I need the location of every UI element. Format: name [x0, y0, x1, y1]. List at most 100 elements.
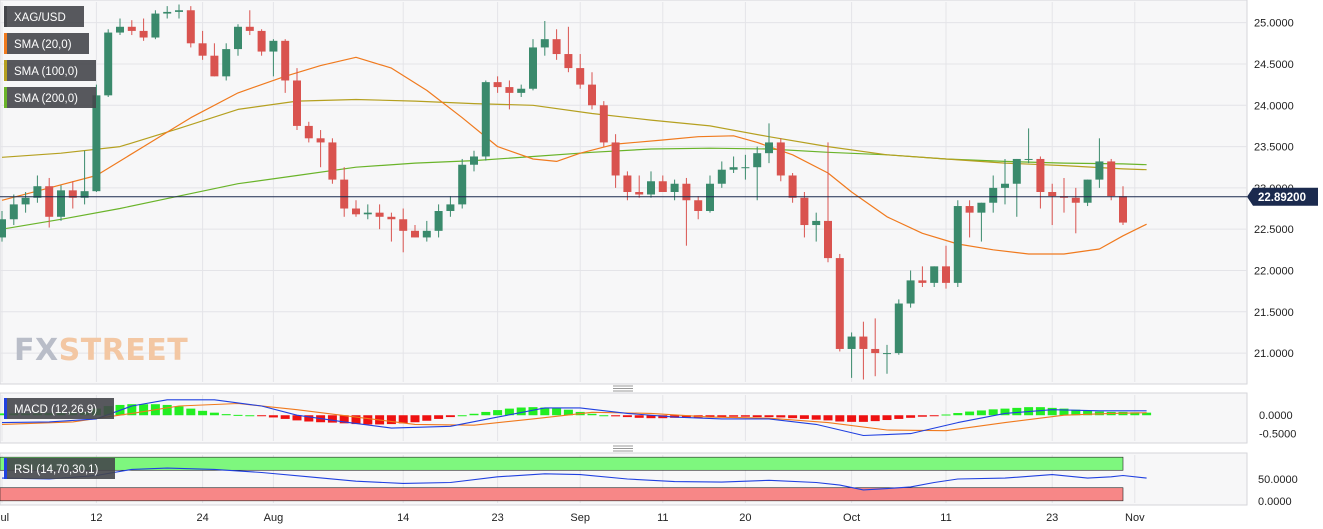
candle-body — [1048, 192, 1057, 197]
macd-histogram-bar — [670, 415, 680, 418]
candle-body — [918, 280, 927, 283]
price-y-tick: 25.0000 — [1254, 18, 1294, 30]
legend-sma200[interactable]: SMA (200,0) — [4, 87, 96, 108]
rsi-panel-resize-handle[interactable] — [613, 445, 633, 452]
candle-body — [965, 206, 974, 213]
macd-histogram-bar — [776, 415, 786, 418]
x-tick: 12 — [90, 512, 102, 524]
x-tick: Jul — [0, 512, 9, 524]
macd-histogram-bar — [929, 415, 939, 417]
candle-body — [269, 40, 278, 52]
watermark-fx: FX — [14, 333, 59, 368]
macd-histogram-bar — [434, 415, 444, 419]
date-x-axis: Jul 12 24 Aug 14 23 Sep 11 20 Oct 11 23 Nov — [0, 512, 1145, 524]
candle-body — [434, 211, 443, 231]
candle-body — [328, 142, 337, 180]
macd-histogram-bar — [717, 415, 727, 418]
candle-body — [198, 43, 207, 56]
legend-sma20[interactable]: SMA (20,0) — [4, 33, 89, 54]
price-grid — [0, 2, 1247, 503]
macd-histogram-bar — [292, 415, 302, 421]
macd-histogram-bar — [245, 415, 255, 417]
candle-body — [57, 190, 65, 217]
candle-body — [529, 47, 537, 89]
candle-body — [1012, 158, 1021, 184]
candle-body — [599, 105, 608, 143]
macd-histogram-bar — [823, 415, 833, 421]
macd-histogram-bar — [917, 415, 927, 417]
macd-histogram-bar — [351, 415, 361, 425]
macd-histogram-bar — [563, 409, 573, 416]
candle-body — [175, 10, 183, 12]
candle-body — [576, 68, 585, 85]
macd-histogram-bar — [528, 407, 538, 416]
macd-histogram-bar — [552, 408, 562, 416]
macd-histogram-bar — [221, 414, 231, 416]
candle-body — [694, 200, 703, 211]
macd-histogram-bar — [469, 413, 479, 416]
candle-body — [812, 220, 821, 226]
x-tick: Aug — [264, 512, 284, 524]
rsi-line — [1, 467, 1147, 491]
candle-body — [411, 230, 419, 238]
candle-body — [116, 26, 124, 33]
candle-body — [564, 54, 573, 69]
candle-body — [1119, 196, 1127, 223]
candle-body — [92, 95, 101, 192]
macd-histogram-bar — [1035, 407, 1045, 416]
macd-histogram-bar — [811, 415, 821, 420]
macd-histogram-bar — [847, 415, 857, 422]
candle-body — [670, 183, 679, 192]
x-tick: 11 — [657, 512, 668, 524]
sma-200-line — [1, 147, 1147, 230]
macd-histogram-bar — [457, 415, 467, 417]
candle-body — [883, 353, 891, 355]
macd-panel-background — [0, 392, 1248, 444]
price-y-tick: 23.5000 — [1254, 142, 1294, 154]
x-tick: Oct — [843, 512, 860, 524]
candle-body — [647, 181, 655, 195]
candle-body — [422, 230, 431, 238]
macd-histogram-bar — [398, 415, 408, 424]
legend-rsi[interactable]: RSI (14,70,30,1) — [4, 458, 115, 479]
candle-body — [1024, 158, 1033, 160]
legend-macd[interactable]: MACD (12,26,9) — [4, 398, 114, 419]
candle-body — [363, 212, 372, 215]
macd-panel-resize-handle[interactable] — [613, 385, 633, 392]
macd-histogram-bar — [198, 410, 208, 416]
macd-histogram-bar — [1142, 412, 1152, 416]
macd-histogram-bar — [941, 414, 951, 416]
candle-body — [1001, 183, 1009, 188]
candle-body — [222, 49, 231, 77]
candle-body — [127, 26, 136, 31]
candle-body — [894, 303, 903, 354]
candle-body — [399, 219, 408, 231]
candle-body — [470, 156, 478, 165]
macd-histogram-bar — [729, 415, 739, 417]
macd-histogram-bar — [493, 410, 503, 416]
candle-body — [281, 40, 290, 81]
macd-histogram-bar — [858, 415, 868, 422]
sma-200-path — [1, 147, 1147, 230]
candle-body — [1071, 197, 1080, 203]
candle-body — [741, 167, 750, 169]
candle-body — [517, 88, 526, 93]
macd-histogram-bar — [1012, 407, 1022, 416]
x-tick: 23 — [491, 512, 503, 524]
price-y-tick: 21.5000 — [1254, 307, 1294, 319]
legend-sma100[interactable]: SMA (100,0) — [4, 60, 96, 81]
macd-histogram-bar — [363, 415, 373, 425]
x-tick: Sep — [570, 512, 590, 524]
current-price-value: 22.89200 — [1258, 192, 1306, 204]
candle-body — [788, 175, 797, 198]
x-tick: Nov — [1125, 512, 1145, 524]
legend-symbol[interactable]: XAG/USD — [4, 6, 84, 27]
rsi-bands — [0, 456, 1124, 502]
candle-body — [611, 142, 620, 176]
x-tick: 11 — [940, 512, 951, 524]
macd-histogram-bar — [516, 407, 526, 416]
candle-body — [835, 258, 844, 349]
price-y-axis: 25.000024.500024.000023.500023.000022.50… — [1254, 18, 1298, 508]
macd-histogram-bar — [280, 415, 290, 419]
